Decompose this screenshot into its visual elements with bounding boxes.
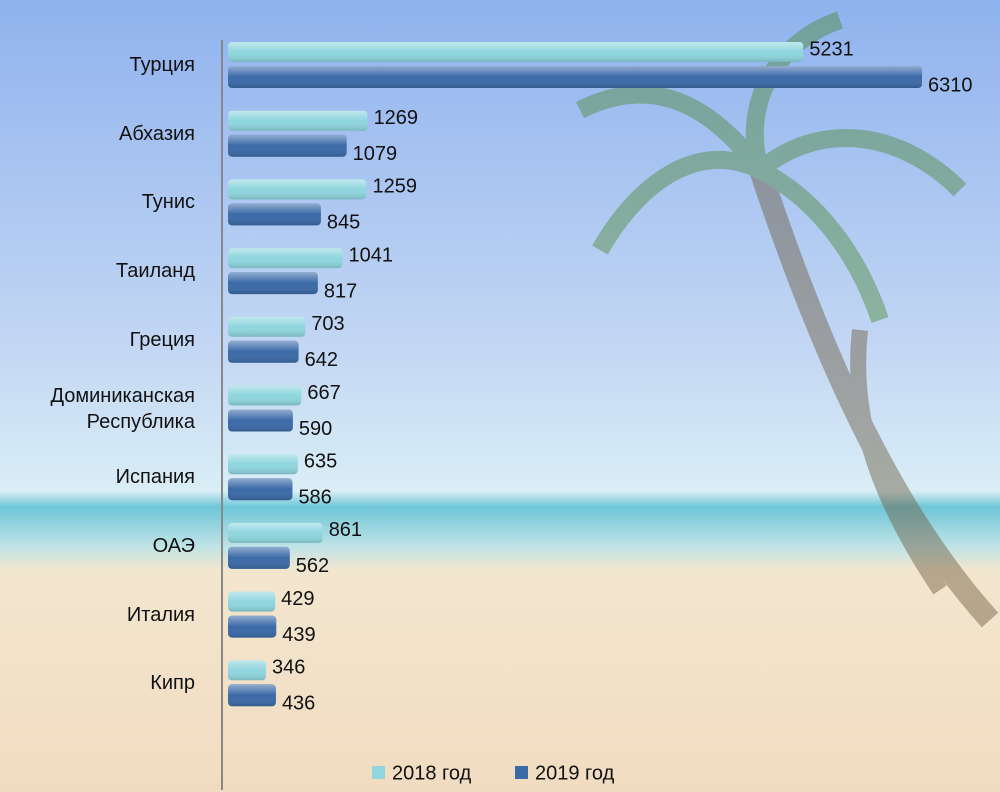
value-label: 845 <box>327 212 360 234</box>
value-label: 861 <box>329 519 362 541</box>
value-label: 1079 <box>353 143 398 165</box>
category-label: Турция <box>5 52 195 78</box>
value-label: 1259 <box>372 176 417 198</box>
bar-shine <box>228 341 299 363</box>
bar-shine <box>228 592 275 612</box>
bar-shine <box>228 660 266 680</box>
category-label: Кипр <box>5 670 195 696</box>
legend-swatch <box>372 766 385 779</box>
value-label: 5231 <box>809 38 854 60</box>
category-label: Испания <box>5 464 195 490</box>
bar-shine <box>228 454 298 474</box>
value-label: 635 <box>304 450 337 472</box>
bar-shine <box>228 111 368 131</box>
value-label: 6310 <box>928 74 973 96</box>
bar-shine <box>228 42 803 62</box>
page: 5231 6310 1269 1079 1259 845 1041 817 703 642 667 5… <box>0 0 1000 792</box>
category-label: Тунис <box>5 189 195 215</box>
legend-swatch <box>515 766 528 779</box>
value-label: 436 <box>282 693 315 715</box>
value-label: 1269 <box>374 107 419 129</box>
bar-shine <box>228 616 276 638</box>
category-label: Греция <box>5 327 195 353</box>
category-label: ОАЭ <box>5 533 195 559</box>
bar-shine <box>228 179 366 199</box>
bar-shine <box>228 66 922 88</box>
bar-shine <box>228 317 305 337</box>
value-label: 817 <box>324 280 357 302</box>
value-label: 439 <box>282 624 315 646</box>
value-label: 562 <box>296 555 329 577</box>
value-label: 667 <box>307 382 340 404</box>
value-label: 429 <box>281 588 314 610</box>
value-label: 586 <box>298 486 331 508</box>
bar-shine <box>228 410 293 432</box>
bar-shine <box>228 478 292 500</box>
bar-shine <box>228 135 347 157</box>
bar-shine <box>228 272 318 294</box>
category-label: Таиланд <box>5 258 195 284</box>
value-label: 703 <box>311 313 344 335</box>
bar-shine <box>228 248 342 268</box>
category-label: Италия <box>5 602 195 628</box>
bar-shine <box>228 684 276 706</box>
bar-shine <box>228 523 323 543</box>
legend-label: 2018 год <box>392 762 472 784</box>
category-label: Доминиканская Республика <box>5 383 195 435</box>
value-label: 590 <box>299 418 332 440</box>
bar-shine <box>228 547 290 569</box>
bar-shine <box>228 203 321 225</box>
category-label: Абхазия <box>5 121 195 147</box>
legend-label: 2019 год <box>535 762 615 784</box>
value-label: 642 <box>305 349 338 371</box>
value-label: 1041 <box>348 244 393 266</box>
bar-shine <box>228 386 301 406</box>
value-label: 346 <box>272 657 305 679</box>
